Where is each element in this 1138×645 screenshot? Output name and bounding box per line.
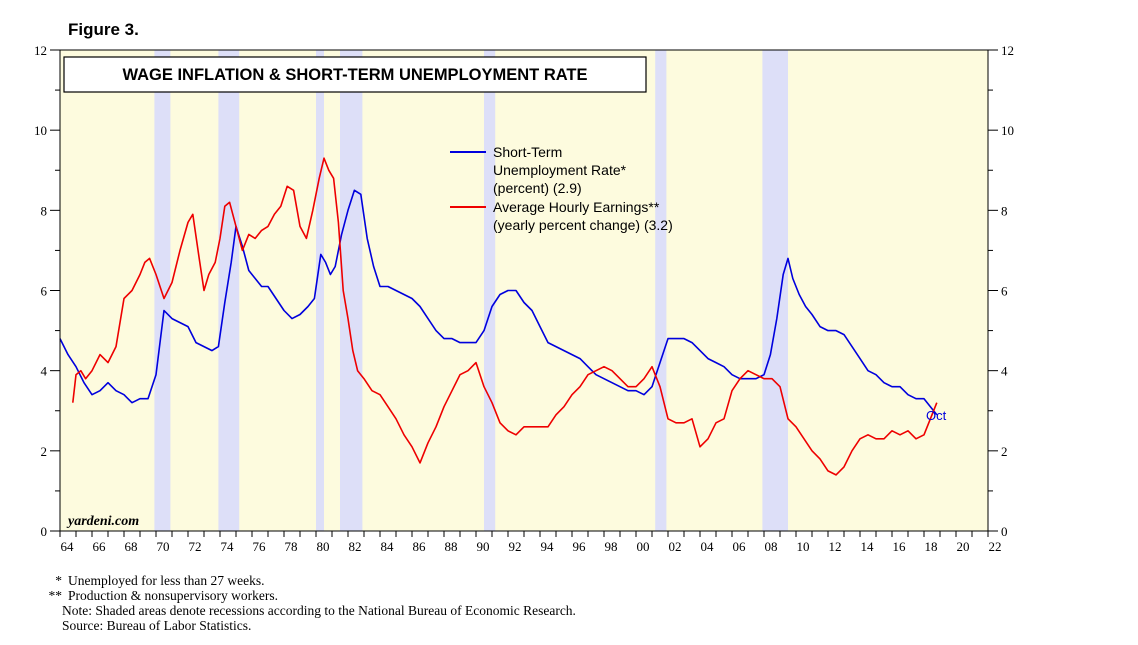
x-tick-label: 64 xyxy=(61,539,75,554)
x-tick-label: 10 xyxy=(797,539,810,554)
x-tick-label: 78 xyxy=(285,539,298,554)
y-tick-label-left: 8 xyxy=(41,203,48,218)
footnote-2: ** Production & nonsupervisory workers. xyxy=(40,588,278,603)
recession-band-4 xyxy=(340,50,363,531)
legend-wages-line-1: Average Hourly Earnings** xyxy=(493,199,660,215)
series-line-wages xyxy=(72,157,938,476)
y-tick-label-left: 12 xyxy=(34,43,47,58)
legend-wages-line-2: (yearly percent change) (3.2) xyxy=(493,217,673,233)
recession-band-1 xyxy=(154,50,171,531)
footnote-note: Note: Shaded areas denote recessions acc… xyxy=(62,603,576,618)
y-tick-label-left: 4 xyxy=(41,364,48,379)
footnote-2-marker: ** xyxy=(48,588,63,603)
legend-unemployment-line-3: (percent) (2.9) xyxy=(493,180,582,196)
series-line-unemployment xyxy=(59,189,938,416)
recession-band-7 xyxy=(762,50,788,531)
footnote-1: * Unemployed for less than 27 weeks. xyxy=(40,573,264,588)
legend-unemployment-line-2: Unemployment Rate* xyxy=(493,162,627,178)
x-tick-label: 74 xyxy=(221,539,235,554)
footnote-source: Source: Bureau of Labor Statistics. xyxy=(62,618,252,633)
legend-label-unemployment: Short-Term Unemployment Rate* (percent) … xyxy=(493,144,630,196)
y-tick-label-right: 4 xyxy=(1001,364,1008,379)
x-tick-label: 08 xyxy=(765,539,778,554)
y-tick-label-right: 6 xyxy=(1001,284,1008,299)
y-tick-label-right: 8 xyxy=(1001,203,1008,218)
y-tick-label-right: 2 xyxy=(1001,444,1008,459)
x-tick-label: 72 xyxy=(189,539,202,554)
x-tick-label: 88 xyxy=(445,539,458,554)
x-tick-label: 14 xyxy=(861,539,875,554)
x-tick-label: 94 xyxy=(541,539,555,554)
end-label-oct: Oct xyxy=(926,408,947,423)
legend: Short-Term Unemployment Rate* (percent) … xyxy=(450,144,673,233)
x-tick-label: 20 xyxy=(957,539,970,554)
x-tick-label: 68 xyxy=(125,539,138,554)
x-tick-label: 80 xyxy=(317,539,330,554)
x-tick-label: 70 xyxy=(157,539,170,554)
recession-band-2 xyxy=(218,50,240,531)
x-tick-label: 06 xyxy=(733,539,747,554)
x-tick-label: 76 xyxy=(253,539,267,554)
plot-background xyxy=(60,50,988,531)
y-tick-label-right: 12 xyxy=(1001,43,1014,58)
x-tick-label: 86 xyxy=(413,539,427,554)
y-tick-label-left: 0 xyxy=(41,524,48,539)
recession-shading xyxy=(154,50,788,531)
figure-label: Figure 3. xyxy=(68,20,139,39)
y-tick-label-left: 6 xyxy=(41,284,48,299)
footnote-2-text: Production & nonsupervisory workers. xyxy=(68,588,278,603)
recession-band-6 xyxy=(655,50,667,531)
legend-unemployment-line-1: Short-Term xyxy=(493,144,562,160)
footnote-1-marker: * xyxy=(55,573,62,588)
x-tick-label: 82 xyxy=(349,539,362,554)
plot-frame xyxy=(59,49,989,532)
y-tick-label-right: 10 xyxy=(1001,123,1014,138)
x-tick-label: 90 xyxy=(477,539,490,554)
series xyxy=(59,157,938,476)
y-tick-label-right: 0 xyxy=(1001,524,1008,539)
x-tick-label: 00 xyxy=(637,539,650,554)
footnote-1-text: Unemployed for less than 27 weeks. xyxy=(68,573,265,588)
y-tick-label-left: 10 xyxy=(34,123,47,138)
x-tick-label: 04 xyxy=(701,539,715,554)
x-tick-label: 98 xyxy=(605,539,618,554)
x-tick-label: 92 xyxy=(509,539,522,554)
x-tick-label: 96 xyxy=(573,539,587,554)
x-tick-label: 18 xyxy=(925,539,938,554)
watermark: yardeni.com xyxy=(66,514,139,529)
recession-band-5 xyxy=(484,50,496,531)
x-tick-label: 84 xyxy=(381,539,395,554)
chart-title-box xyxy=(63,56,647,93)
x-tick-label: 66 xyxy=(93,539,107,554)
recession-band-3 xyxy=(316,50,324,531)
x-tick-label: 16 xyxy=(893,539,907,554)
legend-label-wages: Average Hourly Earnings** (yearly percen… xyxy=(493,199,673,233)
x-tick-label: 12 xyxy=(829,539,842,554)
chart-title: WAGE INFLATION & SHORT-TERM UNEMPLOYMENT… xyxy=(122,66,587,84)
x-tick-label: 22 xyxy=(989,539,1002,554)
x-tick-label: 02 xyxy=(669,539,682,554)
y-tick-label-left: 2 xyxy=(41,444,48,459)
